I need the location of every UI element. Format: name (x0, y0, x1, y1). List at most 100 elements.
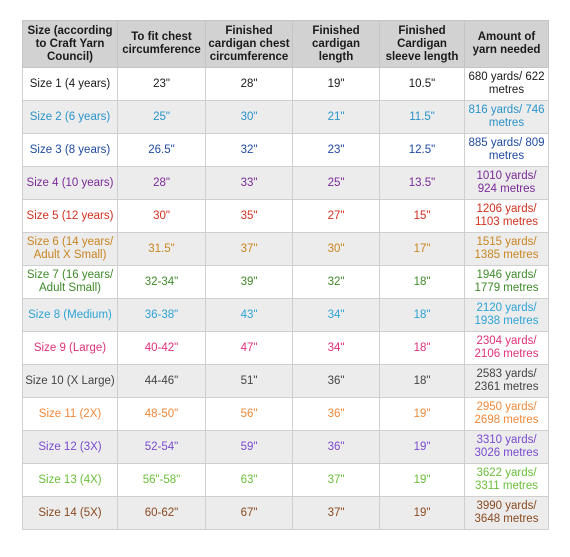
sleeve-cell: 13.5" (379, 166, 465, 200)
size-cell: Size 5 (12 years) (22, 199, 118, 233)
header-yarn: Amount of yarn needed (464, 20, 549, 68)
chest-cell: 28" (117, 166, 206, 200)
yarn-cell: 1206 yards/ 1103 metres (464, 199, 549, 233)
length-cell: 21" (292, 100, 380, 134)
table-row: Size 2 (6 years) 25" 30" 21" 11.5" 816 yards/… (22, 100, 549, 134)
size-cell: Size 8 (Medium) (22, 298, 118, 332)
length-cell: 27" (292, 199, 380, 233)
finished-chest-cell: 37" (205, 232, 293, 266)
yarn-cell: 885 yards/ 809 metres (464, 133, 549, 167)
chest-cell: 26.5" (117, 133, 206, 167)
size-cell: Size 9 (Large) (22, 331, 118, 365)
yarn-cell: 3310 yards/ 3026 metres (464, 430, 549, 464)
sleeve-cell: 19" (379, 397, 465, 431)
finished-chest-cell: 43" (205, 298, 293, 332)
sleeve-cell: 12.5" (379, 133, 465, 167)
chest-cell: 32-34" (117, 265, 206, 299)
size-cell: Size 12 (3X) (22, 430, 118, 464)
size-cell: Size 11 (2X) (22, 397, 118, 431)
yarn-cell: 2950 yards/ 2698 metres (464, 397, 549, 431)
sleeve-cell: 11.5" (379, 100, 465, 134)
size-chart: Size (according to Craft Yarn Council) T… (22, 20, 549, 530)
length-cell: 37" (292, 463, 380, 497)
table-row: Size 4 (10 years) 28" 33" 25" 13.5" 1010 yard… (22, 166, 549, 200)
table-row: Size 7 (16 years/ Adult Small) 32-34" 39" 3… (22, 265, 549, 299)
chest-cell: 52-54" (117, 430, 206, 464)
yarn-cell: 2120 yards/ 1938 metres (464, 298, 549, 332)
size-cell: Size 7 (16 years/ Adult Small) (22, 265, 118, 299)
table-row: Size 3 (8 years) 26.5" 32" 23" 12.5" 885 yard… (22, 133, 549, 167)
length-cell: 37" (292, 496, 380, 530)
chest-cell: 56"-58" (117, 463, 206, 497)
chest-cell: 36-38" (117, 298, 206, 332)
length-cell: 19" (292, 67, 380, 101)
header-size: Size (according to Craft Yarn Council) (22, 20, 118, 68)
header-finished-chest: Finished cardigan chest circumference (205, 20, 293, 68)
chest-cell: 60-62" (117, 496, 206, 530)
chest-cell: 44-46" (117, 364, 206, 398)
finished-chest-cell: 59" (205, 430, 293, 464)
yarn-cell: 2304 yards/ 2106 metres (464, 331, 549, 365)
sleeve-cell: 19" (379, 463, 465, 497)
finished-chest-cell: 30" (205, 100, 293, 134)
size-table: Size (according to Craft Yarn Council) T… (22, 20, 549, 530)
header-length: Finished cardigan length (292, 20, 380, 68)
yarn-cell: 3622 yards/ 3311 metres (464, 463, 549, 497)
chest-cell: 30" (117, 199, 206, 233)
table-row: Size 1 (4 years) 23" 28" 19" 10.5" 680 yards/… (22, 67, 549, 101)
size-cell: Size 3 (8 years) (22, 133, 118, 167)
finished-chest-cell: 63" (205, 463, 293, 497)
yarn-cell: 1010 yards/ 924 metres (464, 166, 549, 200)
sleeve-cell: 19" (379, 496, 465, 530)
length-cell: 25" (292, 166, 380, 200)
finished-chest-cell: 35" (205, 199, 293, 233)
table-row: Size 13 (4X) 56"-58" 63" 37" 19" 3622 yards/ … (22, 463, 549, 497)
sleeve-cell: 10.5" (379, 67, 465, 101)
finished-chest-cell: 33" (205, 166, 293, 200)
yarn-cell: 2583 yards/ 2361 metres (464, 364, 549, 398)
size-cell: Size 14 (5X) (22, 496, 118, 530)
table-row: Size 5 (12 years) 30" 35" 27" 15" 1206 yards/… (22, 199, 549, 233)
sleeve-cell: 18" (379, 298, 465, 332)
yarn-cell: 680 yards/ 622 metres (464, 67, 549, 101)
length-cell: 23" (292, 133, 380, 167)
length-cell: 30" (292, 232, 380, 266)
sleeve-cell: 17" (379, 232, 465, 266)
sleeve-cell: 19" (379, 430, 465, 464)
table-row: Size 12 (3X) 52-54" 59" 36" 19" 3310 yards/ 3… (22, 430, 549, 464)
size-cell: Size 10 (X Large) (22, 364, 118, 398)
table-row: Size 10 (X Large) 44-46" 51" 36" 18" 2583 yar… (22, 364, 549, 398)
finished-chest-cell: 32" (205, 133, 293, 167)
chest-cell: 40-42" (117, 331, 206, 365)
table-row: Size 14 (5X) 60-62" 67" 37" 19" 3990 yards/ 3… (22, 496, 549, 530)
size-cell: Size 1 (4 years) (22, 67, 118, 101)
length-cell: 36" (292, 430, 380, 464)
chest-cell: 25" (117, 100, 206, 134)
chest-cell: 23" (117, 67, 206, 101)
finished-chest-cell: 47" (205, 331, 293, 365)
finished-chest-cell: 28" (205, 67, 293, 101)
chest-cell: 31.5" (117, 232, 206, 266)
finished-chest-cell: 51" (205, 364, 293, 398)
size-cell: Size 6 (14 years/ Adult X Small) (22, 232, 118, 266)
finished-chest-cell: 56" (205, 397, 293, 431)
yarn-cell: 3990 yards/ 3648 metres (464, 496, 549, 530)
length-cell: 34" (292, 298, 380, 332)
yarn-cell: 1515 yards/ 1385 metres (464, 232, 549, 266)
sleeve-cell: 15" (379, 199, 465, 233)
header-chest: To fit chest circumference (117, 20, 206, 68)
sleeve-cell: 18" (379, 265, 465, 299)
sleeve-cell: 18" (379, 331, 465, 365)
sleeve-cell: 18" (379, 364, 465, 398)
table-row: Size 6 (14 years/ Adult X Small) 31.5" 37"… (22, 232, 549, 266)
finished-chest-cell: 67" (205, 496, 293, 530)
finished-chest-cell: 39" (205, 265, 293, 299)
table-row: Size 8 (Medium) 36-38" 43" 34" 18" 2120 yards… (22, 298, 549, 332)
size-cell: Size 2 (6 years) (22, 100, 118, 134)
length-cell: 34" (292, 331, 380, 365)
table-row: Size 11 (2X) 48-50" 56" 36" 19" 2950 yards/ 2… (22, 397, 549, 431)
length-cell: 36" (292, 364, 380, 398)
header-sleeve: Finished Cardigan sleeve length (379, 20, 465, 68)
length-cell: 36" (292, 397, 380, 431)
yarn-cell: 1946 yards/ 1779 metres (464, 265, 549, 299)
